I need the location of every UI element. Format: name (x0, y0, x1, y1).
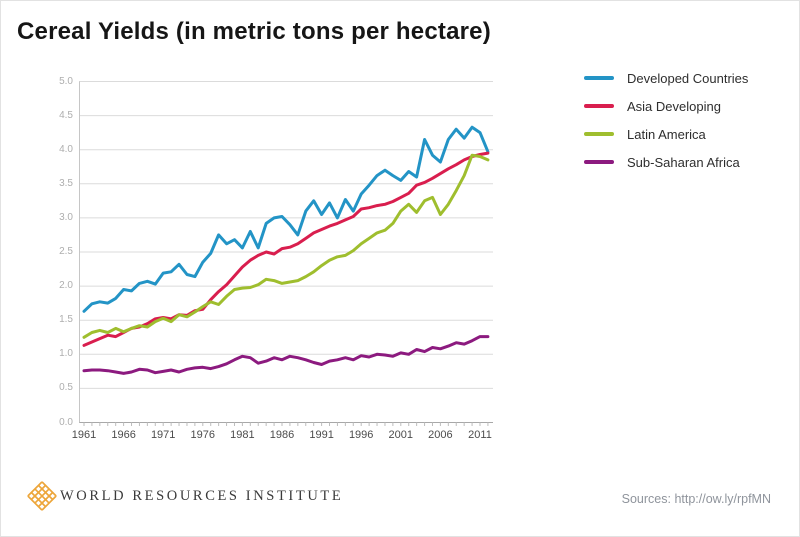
line-chart-plot-area (79, 71, 493, 429)
y-axis-label: 2.0 (59, 280, 73, 292)
x-axis-label: 1986 (269, 429, 295, 441)
x-axis-label: 2006 (428, 429, 453, 441)
line-chart-svg (79, 81, 493, 426)
x-axis-label: 1971 (150, 429, 176, 441)
legend-label: Asia Developing (627, 98, 721, 114)
legend-label: Latin America (627, 126, 706, 142)
y-axis-label: 3.5 (59, 177, 73, 189)
legend-swatch (584, 132, 614, 136)
legend-label: Sub-Saharan Africa (627, 154, 740, 170)
legend-item-asia-developing: Asia Developing (584, 97, 748, 115)
y-axis-label: 0.5 (59, 382, 73, 394)
y-axis-label: 4.5 (59, 109, 73, 121)
legend-item-sub-saharan-africa: Sub-Saharan Africa (584, 153, 748, 171)
legend-swatch (584, 160, 614, 164)
y-axis-label: 1.5 (59, 314, 73, 326)
chart-legend: Developed Countries Asia Developing Latin … (584, 69, 748, 181)
x-axis-label: 1981 (230, 429, 255, 441)
y-axis-label: 1.0 (59, 348, 73, 360)
org-name: WORLD RESOURCES INSTITUTE (60, 488, 344, 504)
page-title: Cereal Yields (in metric tons per hectar… (17, 18, 491, 45)
wri-logo-icon (27, 481, 57, 511)
x-axis-label: 2011 (468, 429, 492, 441)
y-axis-label: 3.0 (59, 211, 73, 223)
series-line-asia-developing (82, 151, 490, 347)
series-line-sub-saharan-africa (82, 335, 490, 375)
y-axis-label: 5.0 (59, 75, 73, 87)
series-line-latin-america (82, 153, 490, 339)
x-axis-label: 1996 (348, 429, 374, 441)
legend-item-latin-america: Latin America (584, 125, 748, 143)
legend-swatch (584, 76, 614, 80)
sources-text: Sources: http://ow.ly/rpfMN (621, 492, 771, 506)
legend-label: Developed Countries (627, 70, 749, 86)
legend-item-developed-countries: Developed Countries (584, 69, 748, 87)
x-axis-label: 1976 (190, 429, 216, 441)
legend-swatch (584, 104, 614, 108)
x-axis-label: 1991 (309, 429, 334, 441)
x-axis-label: 1966 (111, 429, 136, 441)
series-line-developed-countries (82, 125, 490, 313)
x-axis-label: 2001 (388, 429, 414, 441)
x-axis-label: 1961 (71, 429, 97, 441)
y-axis-label: 2.5 (59, 246, 73, 257)
y-axis-label: 4.0 (59, 143, 73, 155)
y-axis-label: 0.0 (59, 416, 73, 428)
